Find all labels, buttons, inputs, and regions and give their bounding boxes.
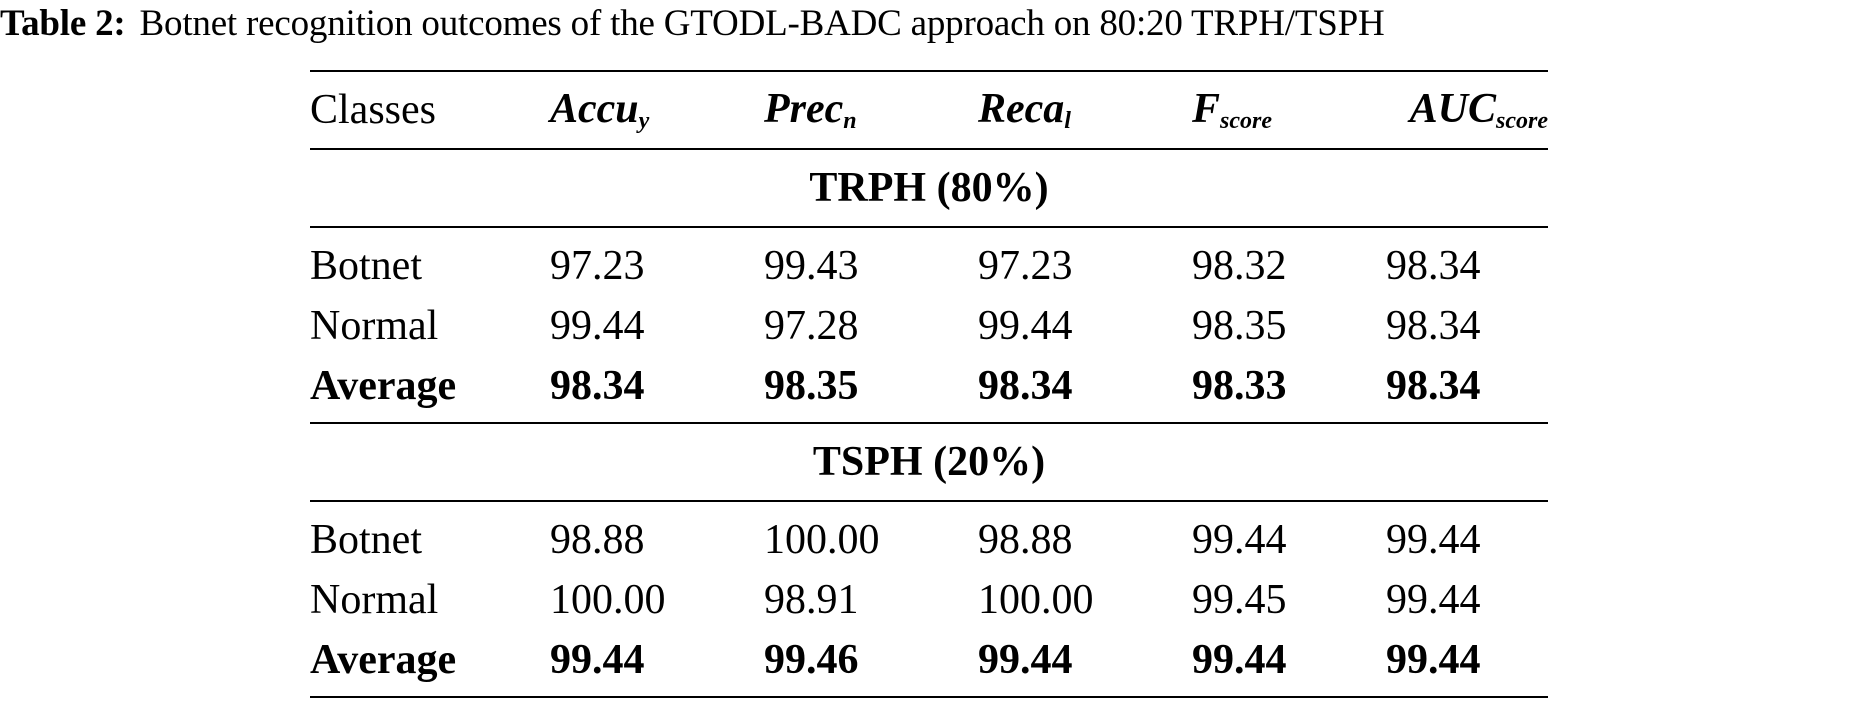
- results-table-container: Classes Accuy Precn Recal Fscore AUCscor…: [310, 70, 1548, 698]
- value-cell: 100.00: [978, 577, 1094, 623]
- value-cell: 98.33: [1192, 356, 1386, 424]
- value-cell: 99.44: [1192, 630, 1386, 698]
- class-cell: Botnet: [310, 517, 422, 563]
- table-row-average: Average 98.34 98.35 98.34 98.33 98.34: [310, 356, 1548, 424]
- class-cell: Normal: [310, 303, 439, 349]
- header-recall-base: Reca: [978, 86, 1065, 132]
- value-cell: 99.43: [764, 243, 859, 289]
- value-cell: 97.23: [978, 243, 1073, 289]
- value-cell: 99.44: [1192, 517, 1287, 563]
- value-cell: 99.44: [1386, 577, 1481, 623]
- value-cell: 98.35: [1192, 303, 1287, 349]
- value-cell: 99.46: [764, 630, 978, 698]
- table-row: Botnet 97.23 99.43 97.23 98.32 98.34: [310, 227, 1548, 296]
- value-cell: 98.34: [550, 356, 764, 424]
- header-accuracy: Accuy: [550, 70, 764, 150]
- value-cell: 98.34: [978, 356, 1192, 424]
- value-cell: 97.23: [550, 243, 645, 289]
- results-table: Classes Accuy Precn Recal Fscore AUCscor…: [310, 70, 1548, 698]
- value-cell: 98.32: [1192, 243, 1287, 289]
- value-cell: 99.44: [1386, 630, 1548, 698]
- header-auc: AUCscore: [1386, 70, 1548, 150]
- value-cell: 98.35: [764, 356, 978, 424]
- value-cell: 100.00: [764, 517, 880, 563]
- header-row: Classes Accuy Precn Recal Fscore AUCscor…: [310, 70, 1548, 150]
- header-recall-sub: l: [1064, 108, 1071, 134]
- value-cell: 99.44: [978, 630, 1192, 698]
- value-cell: 99.44: [550, 303, 645, 349]
- value-cell: 97.28: [764, 303, 859, 349]
- section-title: TSPH (20%): [310, 423, 1548, 502]
- table-row: Normal 99.44 97.28 99.44 98.35 98.34: [310, 296, 1548, 356]
- caption-text: Botnet recognition outcomes of the GTODL…: [139, 3, 1385, 44]
- header-fscore: Fscore: [1192, 70, 1386, 150]
- header-accuracy-base: Accu: [550, 86, 639, 132]
- header-precision-sub: n: [843, 108, 857, 134]
- header-classes: Classes: [310, 70, 550, 150]
- value-cell: 98.88: [550, 517, 645, 563]
- table-row: Normal 100.00 98.91 100.00 99.45 99.44: [310, 570, 1548, 630]
- header-auc-sub: score: [1496, 108, 1548, 134]
- section-header-row: TSPH (20%): [310, 423, 1548, 502]
- table-row: Botnet 98.88 100.00 98.88 99.44 99.44: [310, 501, 1548, 570]
- header-accuracy-sub: y: [638, 108, 650, 134]
- header-fscore-sub: score: [1220, 108, 1272, 134]
- header-auc-base: AUC: [1409, 86, 1497, 132]
- value-cell: 100.00: [550, 577, 666, 623]
- class-cell: Average: [310, 630, 550, 698]
- header-precision: Precn: [764, 70, 978, 150]
- caption-label: Table 2:: [0, 3, 126, 44]
- table-row-average: Average 99.44 99.46 99.44 99.44 99.44: [310, 630, 1548, 698]
- value-cell: 98.88: [978, 517, 1073, 563]
- value-cell: 99.45: [1192, 577, 1287, 623]
- value-cell: 98.34: [1386, 356, 1548, 424]
- table-caption: Table 2: Botnet recognition outcomes of t…: [0, 2, 1849, 46]
- class-cell: Normal: [310, 577, 439, 623]
- value-cell: 98.91: [764, 577, 859, 623]
- section-header-row: TRPH (80%): [310, 149, 1548, 228]
- class-cell: Botnet: [310, 243, 422, 289]
- header-recall: Recal: [978, 70, 1192, 150]
- class-cell: Average: [310, 356, 550, 424]
- header-precision-base: Prec: [764, 86, 844, 132]
- header-fscore-base: F: [1192, 86, 1221, 132]
- value-cell: 98.34: [1386, 243, 1481, 289]
- value-cell: 98.34: [1386, 303, 1481, 349]
- value-cell: 99.44: [978, 303, 1073, 349]
- value-cell: 99.44: [550, 630, 764, 698]
- value-cell: 99.44: [1386, 517, 1481, 563]
- section-title: TRPH (80%): [310, 149, 1548, 228]
